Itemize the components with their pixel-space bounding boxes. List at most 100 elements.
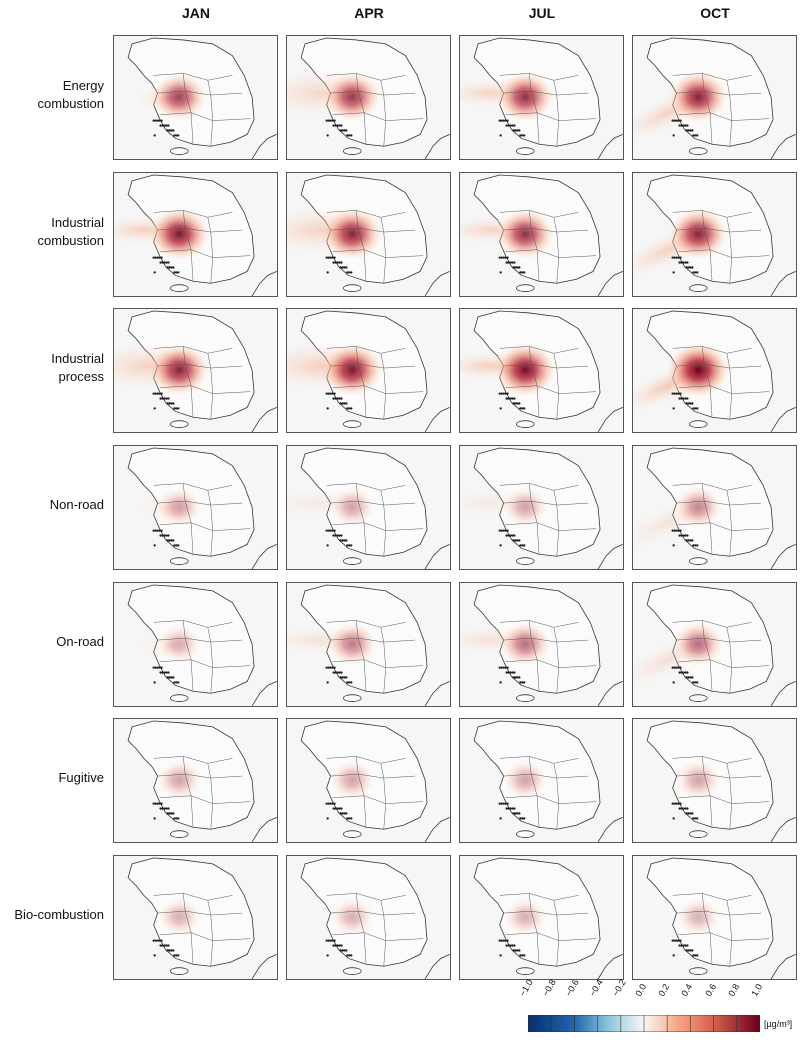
island-dot bbox=[523, 407, 526, 410]
island-dot bbox=[502, 256, 505, 259]
island-dot bbox=[696, 271, 699, 274]
colorbar-tick-label: 0.6 bbox=[702, 982, 718, 998]
province-boundary bbox=[503, 500, 589, 506]
province-boundary bbox=[380, 217, 386, 284]
island-dot bbox=[677, 939, 680, 942]
island-dot bbox=[341, 949, 344, 952]
island-dot bbox=[168, 266, 171, 269]
island-dot bbox=[177, 681, 180, 684]
province-boundary bbox=[207, 627, 213, 694]
island-dot bbox=[514, 812, 517, 815]
province-boundary bbox=[182, 346, 194, 418]
island-dot bbox=[518, 676, 521, 679]
island-dot bbox=[505, 124, 508, 127]
island-dot bbox=[523, 681, 526, 684]
province-boundary bbox=[207, 80, 213, 147]
colorbar-tick-label: −0.8 bbox=[540, 977, 559, 998]
concentration-hotspot bbox=[327, 622, 377, 666]
province-boundary bbox=[355, 756, 367, 828]
jeju-island bbox=[343, 694, 362, 702]
island-dot bbox=[166, 539, 169, 542]
island-dot bbox=[346, 544, 349, 547]
province-boundary bbox=[499, 210, 579, 218]
japan-coastline bbox=[424, 134, 450, 159]
colorbar-unit: [µg/m³] bbox=[764, 1019, 793, 1029]
island-dot bbox=[167, 534, 170, 537]
island-dot bbox=[158, 666, 161, 669]
concentration-hotspot bbox=[675, 760, 721, 800]
island-dot bbox=[678, 671, 681, 674]
island-dot bbox=[175, 407, 178, 410]
province-boundary bbox=[503, 363, 589, 369]
island-dot bbox=[161, 807, 164, 810]
province-boundary bbox=[330, 773, 416, 779]
island-dot bbox=[673, 119, 676, 122]
island-dot bbox=[177, 407, 180, 410]
province-boundary bbox=[153, 483, 233, 491]
island-dot bbox=[519, 681, 522, 684]
island-dot bbox=[500, 939, 503, 942]
island-dot bbox=[684, 534, 687, 537]
jeju-island bbox=[170, 147, 189, 155]
jeju-island bbox=[343, 284, 362, 292]
province-boundary bbox=[207, 763, 213, 830]
map-panel bbox=[459, 855, 624, 980]
province-boundary bbox=[505, 932, 597, 941]
island-dot bbox=[327, 119, 330, 122]
island-dot bbox=[343, 676, 346, 679]
island-dot bbox=[504, 666, 507, 669]
island-dot bbox=[509, 534, 512, 537]
island-dot bbox=[345, 402, 348, 405]
island-dot bbox=[168, 402, 171, 405]
island-dot bbox=[325, 666, 328, 669]
concentration-hotspot bbox=[157, 624, 202, 664]
island-dot bbox=[679, 529, 682, 532]
island-dot bbox=[172, 129, 175, 132]
island-dot bbox=[514, 949, 517, 952]
province-boundary bbox=[182, 620, 194, 692]
island-dot bbox=[511, 671, 514, 674]
island-dot bbox=[325, 392, 328, 395]
island-dot bbox=[329, 666, 332, 669]
island-dot bbox=[173, 407, 176, 410]
island-dot bbox=[512, 949, 515, 952]
island-dot bbox=[156, 666, 159, 669]
island-dot bbox=[518, 812, 521, 815]
concentration-hotspot bbox=[502, 487, 548, 527]
island-dot bbox=[160, 529, 163, 532]
island-dot bbox=[336, 944, 339, 947]
korea-map bbox=[460, 447, 623, 569]
island-dot bbox=[152, 802, 155, 805]
island-dot bbox=[680, 534, 683, 537]
island-dot bbox=[340, 261, 343, 264]
island-dot bbox=[329, 939, 332, 942]
island-dot bbox=[516, 539, 519, 542]
island-dot bbox=[680, 261, 683, 264]
island-dot bbox=[500, 802, 503, 805]
island-dot bbox=[348, 271, 351, 274]
japan-coastline bbox=[770, 817, 796, 842]
province-boundary bbox=[332, 385, 424, 394]
province-boundary bbox=[380, 490, 386, 557]
island-dot bbox=[506, 802, 509, 805]
island-dot bbox=[518, 129, 521, 132]
province-boundary bbox=[503, 227, 589, 233]
island-dot bbox=[154, 802, 157, 805]
province-boundary bbox=[678, 522, 770, 531]
island-dot bbox=[499, 544, 502, 547]
island-dot bbox=[685, 812, 688, 815]
province-boundary bbox=[153, 756, 233, 764]
island-dot bbox=[511, 397, 514, 400]
island-dot bbox=[177, 271, 180, 274]
island-dot bbox=[511, 261, 514, 264]
island-dot bbox=[685, 539, 688, 542]
island-dot bbox=[509, 397, 512, 400]
map-panel bbox=[632, 582, 797, 707]
island-dot bbox=[348, 954, 351, 957]
island-dot bbox=[672, 544, 675, 547]
island-dot bbox=[152, 939, 155, 942]
island-dot bbox=[509, 807, 512, 810]
island-dot bbox=[336, 124, 339, 127]
colorbar-tick-label: 0.0 bbox=[633, 982, 649, 998]
island-dot bbox=[167, 807, 170, 810]
